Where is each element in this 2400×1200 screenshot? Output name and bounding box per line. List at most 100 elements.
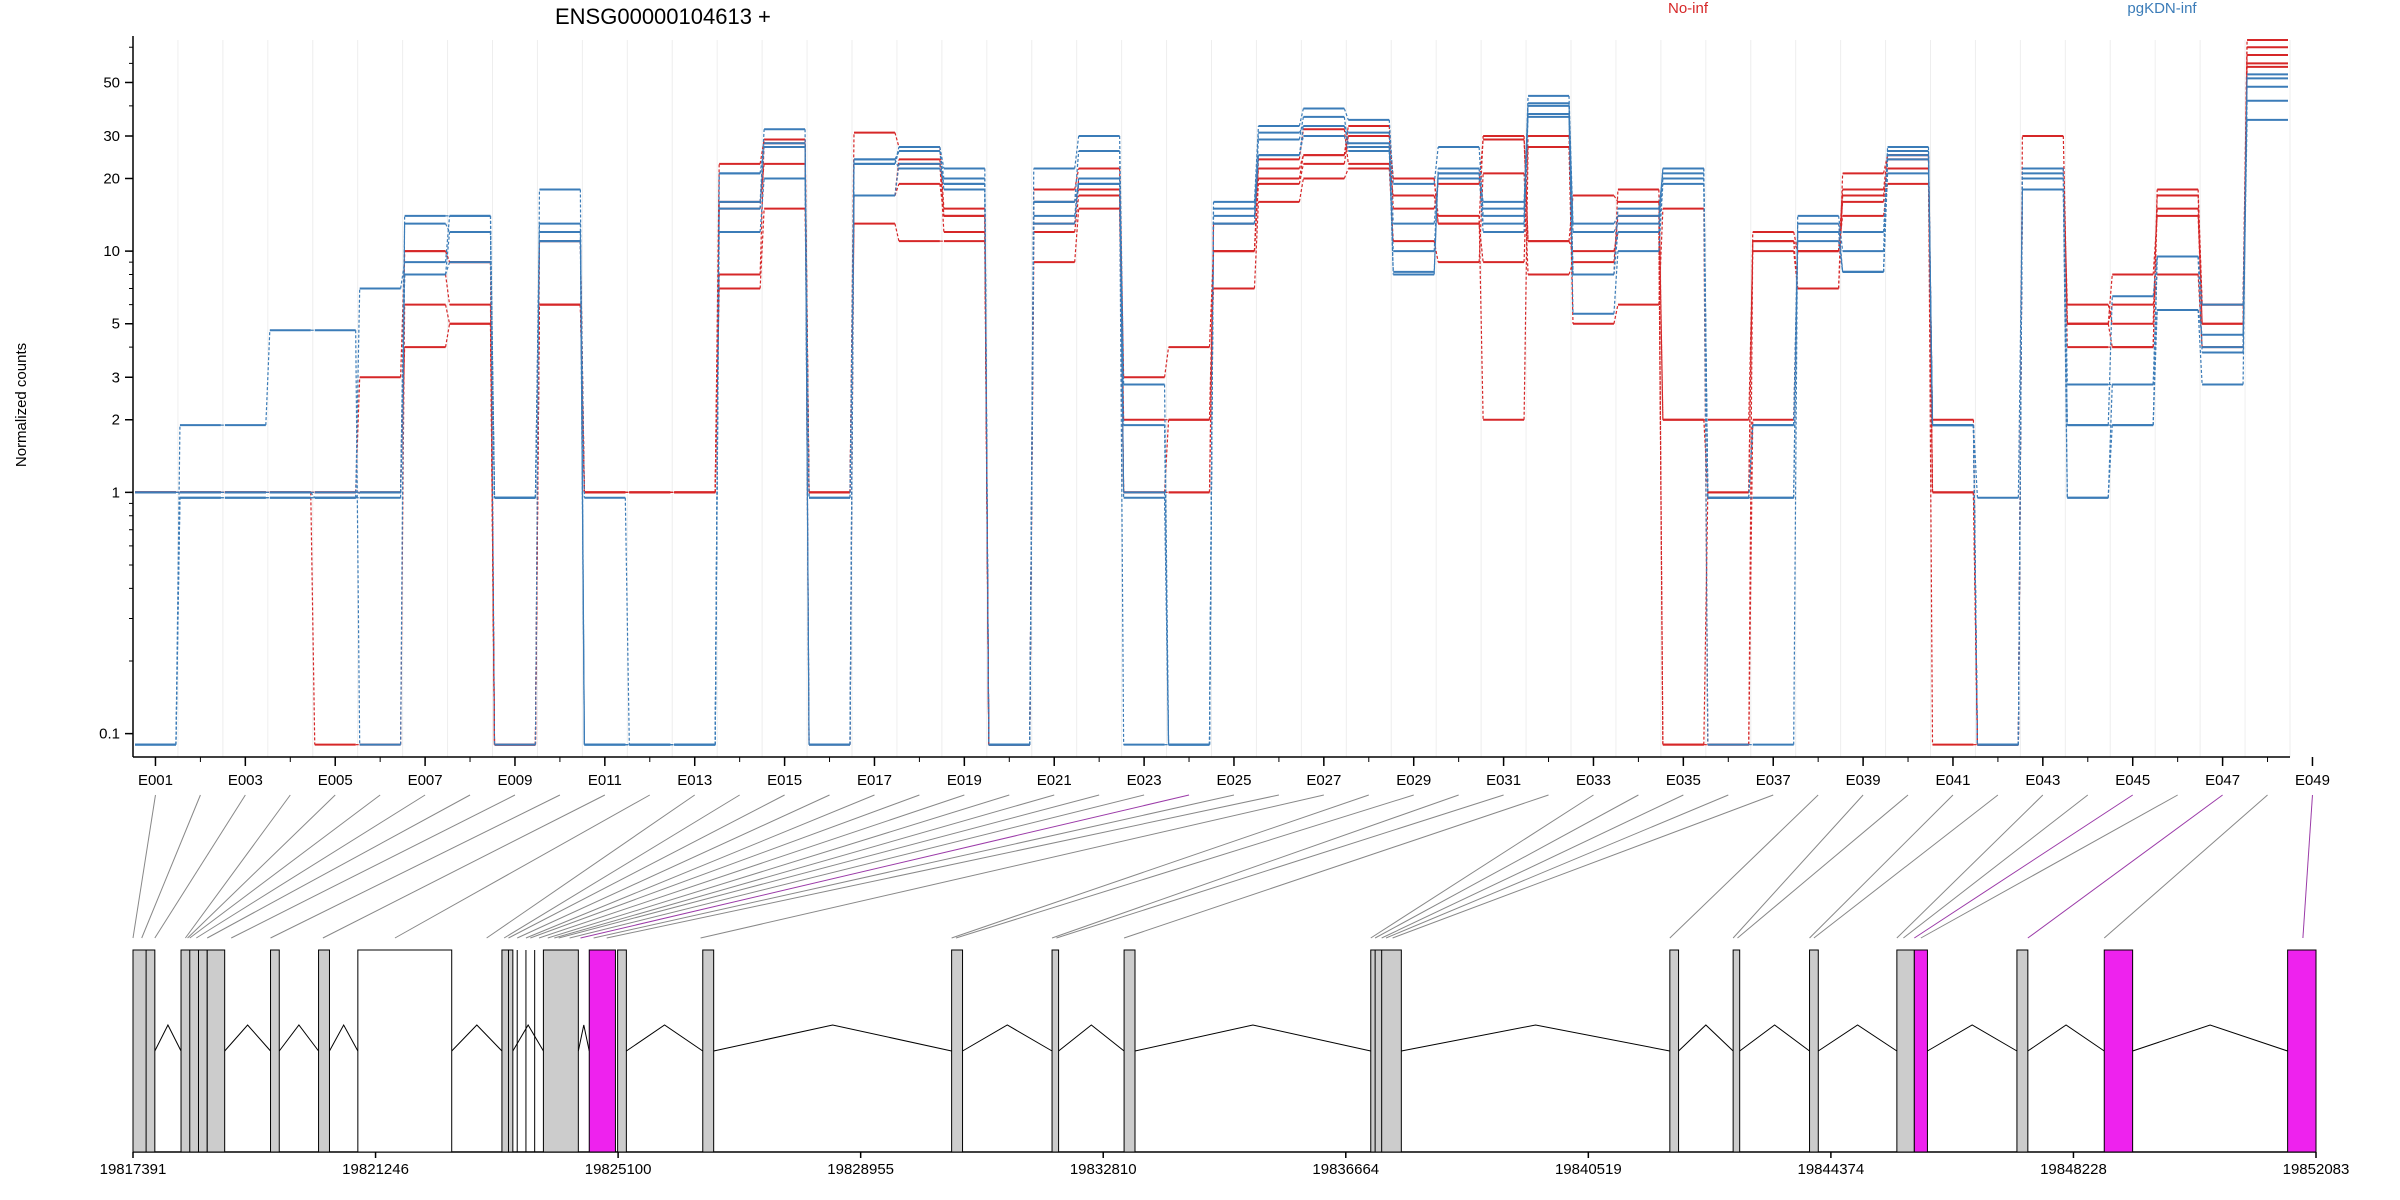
count-transition (444, 323, 451, 348)
exon-connectors (132, 794, 2313, 939)
count-transition (1838, 189, 1844, 252)
exon-connector (196, 794, 426, 939)
exon-block (501, 949, 514, 1153)
count-transition (1838, 201, 1844, 252)
exon-connector (1732, 794, 1864, 939)
exon-connector (322, 794, 606, 939)
count-transition (2197, 309, 2203, 335)
count-transition (1703, 492, 1709, 745)
count-transition (1478, 178, 1484, 209)
count-transition (939, 150, 945, 190)
count-transition (175, 497, 181, 745)
count-transition (2017, 173, 2023, 745)
exon-connector (1370, 794, 1594, 939)
exon-label: E001 (138, 772, 173, 789)
count-transition (1074, 135, 1080, 169)
count-transition (1163, 347, 1170, 378)
count-transition (1253, 125, 1260, 202)
count-transition (1298, 178, 1304, 202)
count-transition (1927, 155, 1934, 426)
count-transition (489, 232, 496, 498)
genomic-coordinate-label: 19844374 (1798, 1161, 1865, 1178)
exon-connector (206, 794, 471, 939)
intron-line (2027, 1024, 2105, 1052)
exon-block (270, 949, 280, 1153)
intron-line (512, 1024, 544, 1052)
count-transition (984, 189, 990, 745)
exon-connector (1896, 794, 2044, 939)
count-transition (1613, 223, 1619, 233)
exon-connector (530, 794, 920, 939)
count-transition (2197, 256, 2203, 305)
count-transition (1074, 150, 1080, 202)
exon-connector (1123, 794, 1549, 939)
count-transition (1074, 183, 1080, 224)
exon-label: E025 (1216, 772, 1251, 789)
count-transition (1388, 143, 1394, 275)
count-transition (2107, 323, 2113, 348)
exon-connector (141, 794, 201, 939)
exon-label: E013 (677, 772, 712, 789)
exon-connector (1903, 794, 2089, 939)
count-transition (310, 492, 316, 499)
count-transition (579, 232, 585, 745)
exon-block-highlighted (2103, 949, 2134, 1153)
exon-connector (593, 794, 1235, 939)
count-transition (624, 497, 630, 745)
count-transition (804, 143, 810, 498)
count-transition (759, 178, 765, 233)
count-transition (1298, 135, 1304, 156)
exon-connector (503, 794, 740, 939)
exon-connector (547, 794, 1010, 939)
count-transition (444, 274, 451, 305)
count-transition (489, 215, 496, 745)
exon-label: E037 (1756, 772, 1791, 789)
intron-line (224, 1024, 271, 1052)
count-transition (2242, 78, 2248, 353)
count-transition (1208, 251, 1215, 493)
intron-line (154, 1023, 182, 1052)
exon-block (1051, 949, 1060, 1153)
count-transition (1478, 223, 1484, 263)
exon-label: E011 (588, 772, 622, 789)
count-transition (1658, 232, 1664, 745)
intron-line (1134, 1024, 1371, 1052)
exon-block-highlighted (1913, 949, 1928, 1153)
count-transition (1658, 178, 1664, 233)
count-transition (894, 132, 900, 148)
count-transition (1343, 135, 1349, 152)
exon-block (206, 949, 226, 1153)
exon-label: E049 (2295, 772, 2330, 789)
count-transition (939, 159, 945, 216)
count-transition (1523, 103, 1529, 209)
y-tick-label: 0.1 (99, 726, 120, 743)
count-transition (1298, 125, 1304, 133)
count-transition (355, 330, 361, 745)
exon-label: E005 (318, 772, 353, 789)
y-tick-label: 2 (112, 412, 120, 429)
count-transition (1433, 241, 1439, 263)
genomic-coordinate-label: 19852083 (2283, 1161, 2350, 1178)
exon-connector (1051, 794, 1459, 939)
count-transition (1568, 114, 1574, 314)
count-transition (894, 159, 900, 169)
exon-connector (525, 794, 875, 939)
count-transition (759, 146, 765, 174)
intron-line (2132, 1024, 2288, 1052)
count-transition (1793, 215, 1799, 745)
exon-block (1809, 949, 1819, 1153)
y-axis-label: Normalized counts (13, 343, 30, 467)
exon-block (1896, 949, 1915, 1153)
count-transition (310, 492, 316, 745)
exon-label: E007 (408, 772, 443, 789)
exon-connector (2027, 794, 2223, 939)
count-transition (2197, 195, 2203, 305)
count-transition (1613, 195, 1619, 203)
count-transition (849, 163, 855, 745)
count-transition (759, 129, 765, 202)
exon-connector (1392, 794, 1774, 939)
count-transition (1793, 241, 1799, 426)
genomic-coordinate-label: 19828955 (827, 1161, 894, 1178)
count-transition (1838, 223, 1844, 272)
